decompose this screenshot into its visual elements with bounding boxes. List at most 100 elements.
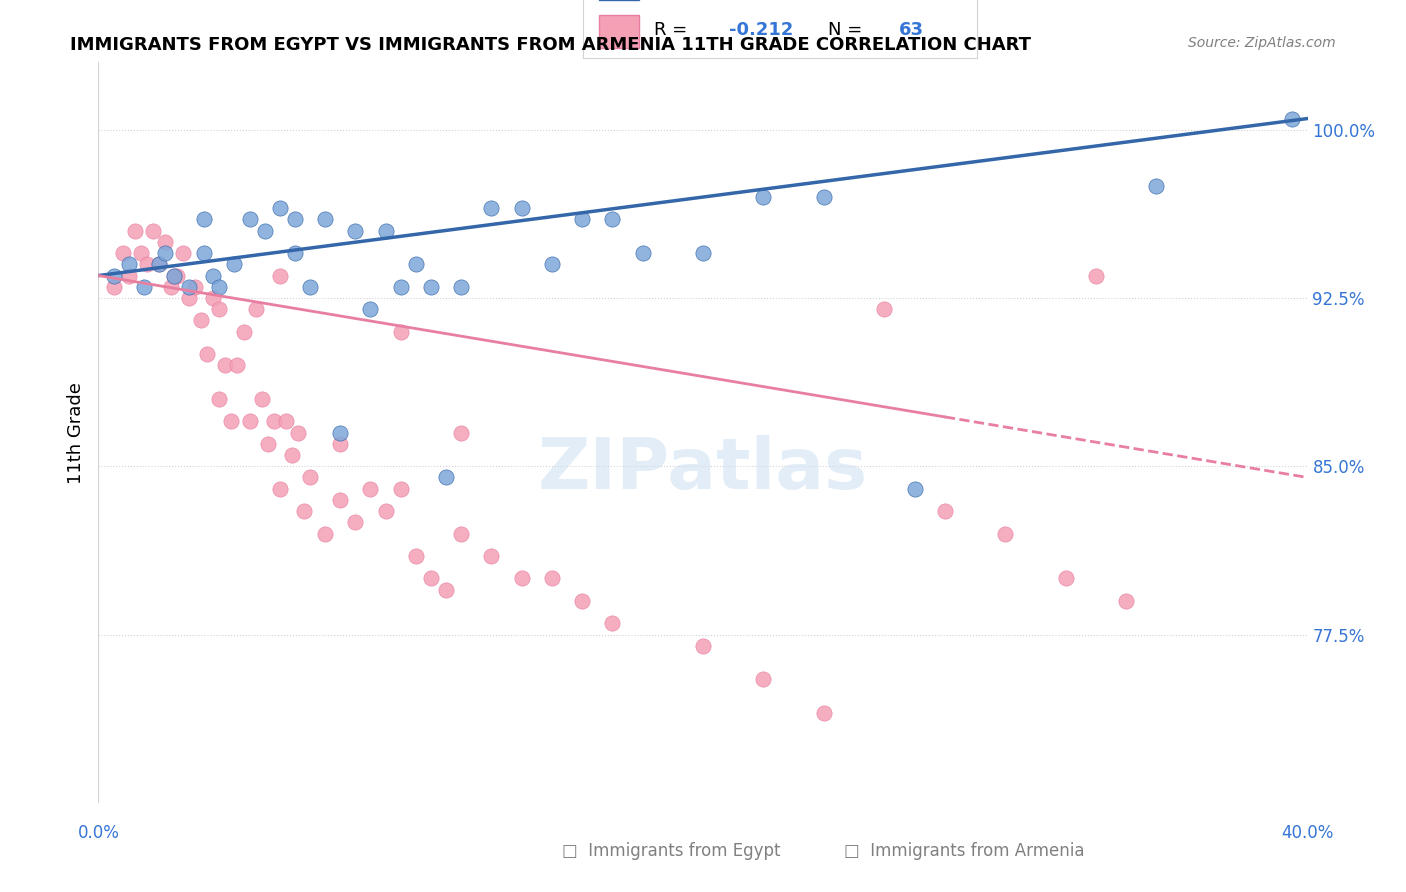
Point	[166, 268, 188, 283]
Point	[195, 347, 218, 361]
Point	[434, 582, 457, 597]
Point	[239, 414, 262, 428]
Point	[329, 492, 352, 507]
Point	[374, 504, 396, 518]
Point	[405, 257, 427, 271]
Point	[184, 280, 207, 294]
Point	[405, 549, 427, 563]
Point	[224, 257, 246, 271]
Point	[360, 302, 382, 317]
Text: -0.212: -0.212	[730, 21, 793, 39]
Point	[481, 549, 503, 563]
Point	[329, 425, 352, 440]
Point	[813, 190, 835, 204]
Point	[208, 280, 231, 294]
Point	[450, 526, 472, 541]
Point	[232, 325, 254, 339]
Point	[208, 392, 231, 406]
Point	[256, 437, 278, 451]
Point	[172, 246, 194, 260]
Point	[692, 639, 714, 653]
Point	[193, 212, 215, 227]
Text: □  Immigrants from Egypt: □ Immigrants from Egypt	[562, 842, 780, 860]
Point	[314, 526, 336, 541]
Point	[602, 212, 624, 227]
Point	[269, 201, 291, 215]
Point	[163, 268, 186, 283]
Point	[1281, 112, 1303, 126]
Text: N =: N =	[828, 21, 868, 39]
Point	[129, 246, 152, 260]
Point	[299, 280, 322, 294]
Point	[813, 706, 835, 720]
Point	[253, 224, 276, 238]
Point	[221, 414, 243, 428]
Point	[873, 302, 896, 317]
Point	[434, 470, 457, 484]
Point	[1085, 268, 1108, 283]
Point	[193, 246, 215, 260]
Point	[284, 212, 307, 227]
FancyBboxPatch shape	[599, 15, 638, 47]
Point	[389, 325, 412, 339]
Point	[481, 201, 503, 215]
Point	[190, 313, 212, 327]
Point	[239, 212, 262, 227]
Point	[292, 504, 315, 518]
Point	[1115, 594, 1137, 608]
Point	[389, 280, 412, 294]
Point	[111, 246, 134, 260]
Point	[374, 224, 396, 238]
Point	[994, 526, 1017, 541]
Point	[177, 280, 201, 294]
Point	[571, 594, 593, 608]
Text: 63: 63	[898, 21, 924, 39]
Point	[142, 224, 165, 238]
Point	[214, 359, 236, 373]
Point	[250, 392, 273, 406]
Point	[153, 246, 176, 260]
Point	[269, 482, 291, 496]
Point	[274, 414, 297, 428]
Text: 40.0%: 40.0%	[1281, 824, 1334, 842]
Point	[226, 359, 249, 373]
Text: □  Immigrants from Armenia: □ Immigrants from Armenia	[844, 842, 1084, 860]
Point	[208, 302, 231, 317]
Point	[631, 246, 654, 260]
Point	[124, 224, 146, 238]
Point	[160, 280, 183, 294]
Point	[103, 280, 125, 294]
Point	[419, 280, 441, 294]
Point	[752, 190, 775, 204]
Point	[263, 414, 285, 428]
Point	[934, 504, 956, 518]
Text: IMMIGRANTS FROM EGYPT VS IMMIGRANTS FROM ARMENIA 11TH GRADE CORRELATION CHART: IMMIGRANTS FROM EGYPT VS IMMIGRANTS FROM…	[70, 36, 1031, 54]
Point	[571, 212, 593, 227]
Point	[540, 571, 562, 585]
Point	[692, 246, 714, 260]
Text: R =: R =	[654, 21, 693, 39]
Point	[360, 482, 382, 496]
Point	[450, 280, 472, 294]
Point	[287, 425, 309, 440]
Point	[299, 470, 322, 484]
Point	[118, 257, 141, 271]
Point	[245, 302, 267, 317]
Point	[904, 482, 927, 496]
Point	[510, 571, 533, 585]
Text: Source: ZipAtlas.com: Source: ZipAtlas.com	[1188, 36, 1336, 50]
Point	[1054, 571, 1077, 585]
Point	[148, 257, 170, 271]
Point	[118, 268, 141, 283]
Point	[329, 437, 352, 451]
Text: 0.0%: 0.0%	[77, 824, 120, 842]
Point	[389, 482, 412, 496]
Point	[281, 448, 304, 462]
Point	[202, 268, 225, 283]
Point	[344, 224, 367, 238]
Point	[510, 201, 533, 215]
Point	[1144, 178, 1167, 193]
Point	[163, 268, 186, 283]
Point	[284, 246, 307, 260]
Text: ZIPatlas: ZIPatlas	[538, 435, 868, 504]
